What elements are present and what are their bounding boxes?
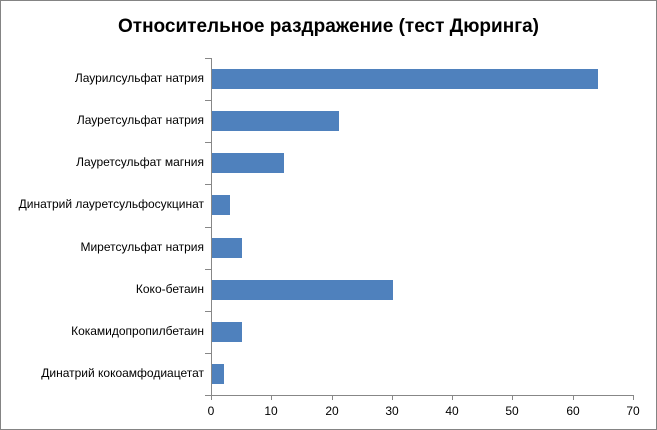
category-label: Миретсульфат натрия (80, 240, 204, 254)
x-tick-label: 50 (505, 404, 519, 418)
category-label: Коко-бетаин (135, 282, 204, 296)
y-axis-tick (205, 311, 211, 312)
y-axis-tick (205, 269, 211, 270)
x-tick-label: 10 (264, 404, 278, 418)
y-axis-tick (205, 353, 211, 354)
x-axis-tick (452, 395, 453, 400)
category-label: Лаурилсульфат натрия (74, 71, 204, 85)
x-tick-label: 30 (385, 404, 399, 418)
y-axis-tick (205, 142, 211, 143)
chart-title: Относительное раздражение (тест Дюринга) (117, 16, 539, 37)
x-axis-tick (512, 395, 513, 400)
bar-6 (212, 280, 393, 300)
bar-8 (212, 364, 224, 384)
x-axis-tick (633, 395, 634, 400)
bar-2 (212, 111, 339, 131)
x-tick-label: 40 (445, 404, 459, 418)
x-axis-tick (332, 395, 333, 400)
x-tick-label: 0 (207, 404, 215, 418)
bar-7 (212, 322, 242, 342)
x-axis-line (211, 395, 634, 396)
y-axis-tick (205, 100, 211, 101)
category-label: Динатрий кокоамфодиацетат (41, 366, 204, 380)
y-axis-tick (205, 395, 211, 396)
x-axis-tick (573, 395, 574, 400)
x-axis-tick (392, 395, 393, 400)
bar-5 (212, 238, 242, 258)
category-label: Лауретсульфат магния (76, 155, 204, 169)
bar-4 (212, 195, 230, 215)
category-label: Лауретсульфат натрия (76, 113, 204, 127)
y-axis-tick (205, 58, 211, 59)
x-axis-tick (211, 395, 212, 400)
bar-3 (212, 153, 284, 173)
x-axis-tick (271, 395, 272, 400)
bar-1 (212, 69, 598, 89)
category-label: Кокамидопропилбетаин (71, 324, 204, 338)
x-tick-label: 70 (626, 404, 640, 418)
y-axis-tick (205, 184, 211, 185)
y-axis-line (211, 58, 212, 400)
category-label: Динатрий лауретсульфосукцинат (18, 197, 204, 211)
y-axis-tick (205, 227, 211, 228)
x-tick-label: 20 (325, 404, 339, 418)
x-tick-label: 60 (566, 404, 580, 418)
